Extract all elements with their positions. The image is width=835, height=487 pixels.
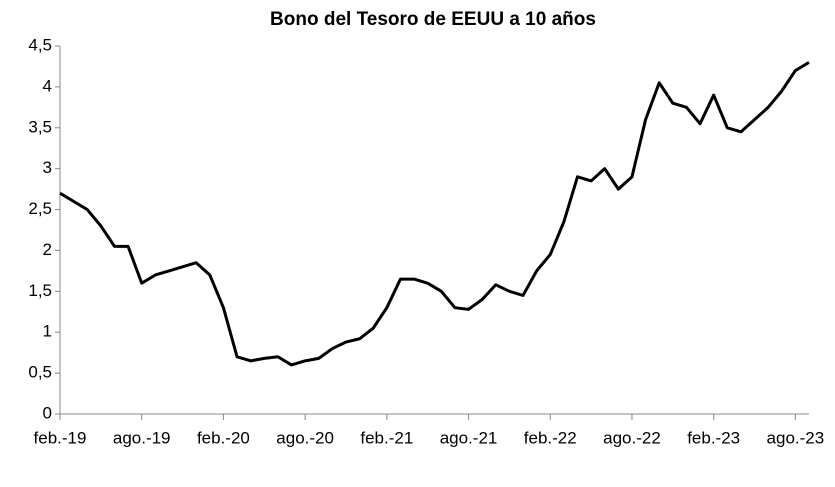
y-tick-label: 2,5 xyxy=(28,199,52,218)
line-series xyxy=(59,61,810,367)
x-tick-label: feb.-23 xyxy=(687,428,740,447)
y-tick-label: 0 xyxy=(43,403,52,422)
x-tick-label: feb.-22 xyxy=(524,428,577,447)
x-tick-label: ago.-19 xyxy=(113,428,171,447)
y-tick-label: 1,5 xyxy=(28,281,52,300)
y-tick-label: 0,5 xyxy=(28,363,52,382)
x-tick-label: ago.-22 xyxy=(603,428,661,447)
y-tick-label: 1 xyxy=(43,322,52,341)
x-tick-label: feb.-20 xyxy=(197,428,250,447)
y-tick-label: 4 xyxy=(43,76,52,95)
y-tick-label: 2 xyxy=(43,240,52,259)
x-tick-label: ago.-23 xyxy=(767,428,825,447)
y-tick-label: 3 xyxy=(43,158,52,177)
x-tick-label: feb.-19 xyxy=(34,428,87,447)
y-tick-label: 4,5 xyxy=(28,35,52,54)
x-tick-label: ago.-21 xyxy=(440,428,498,447)
y-tick-label: 3,5 xyxy=(28,117,52,136)
chart-title: Bono del Tesoro de EEUU a 10 años xyxy=(270,9,596,30)
x-tick-label: ago.-20 xyxy=(276,428,334,447)
x-tick-label: feb.-21 xyxy=(360,428,413,447)
